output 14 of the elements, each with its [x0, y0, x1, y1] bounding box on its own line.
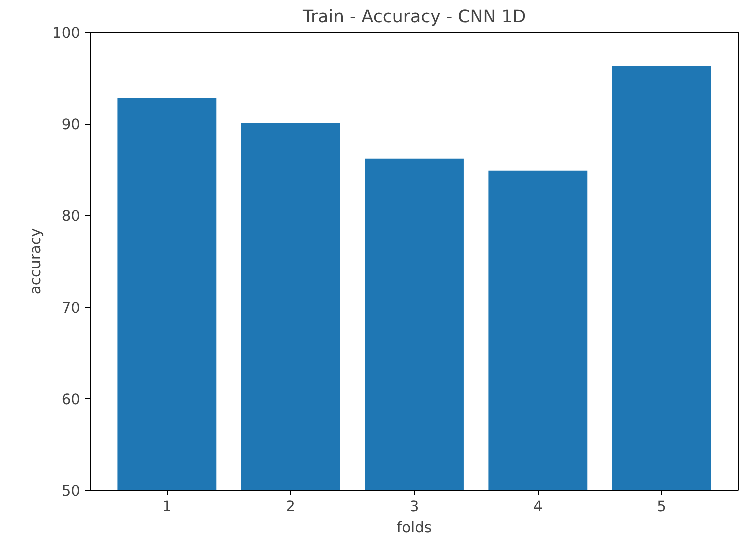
x-tick-label: 4: [534, 498, 543, 516]
y-tick-label: 70: [62, 300, 81, 317]
y-tick-label: 100: [52, 25, 81, 42]
x-tick-label: 5: [657, 498, 666, 516]
chart-title: Train - Accuracy - CNN 1D: [302, 8, 526, 28]
x-tick-label: 1: [162, 498, 172, 516]
y-axis-title: accuracy: [28, 228, 45, 295]
y-tick-label: 90: [62, 116, 81, 134]
x-axis-title: folds: [396, 520, 432, 536]
x-tick-label: 2: [286, 498, 296, 516]
y-tick-label: 50: [62, 483, 81, 500]
y-tick-label: 60: [62, 391, 81, 408]
y-tick-label: 80: [62, 208, 81, 226]
x-tick-label: 3: [410, 498, 420, 516]
